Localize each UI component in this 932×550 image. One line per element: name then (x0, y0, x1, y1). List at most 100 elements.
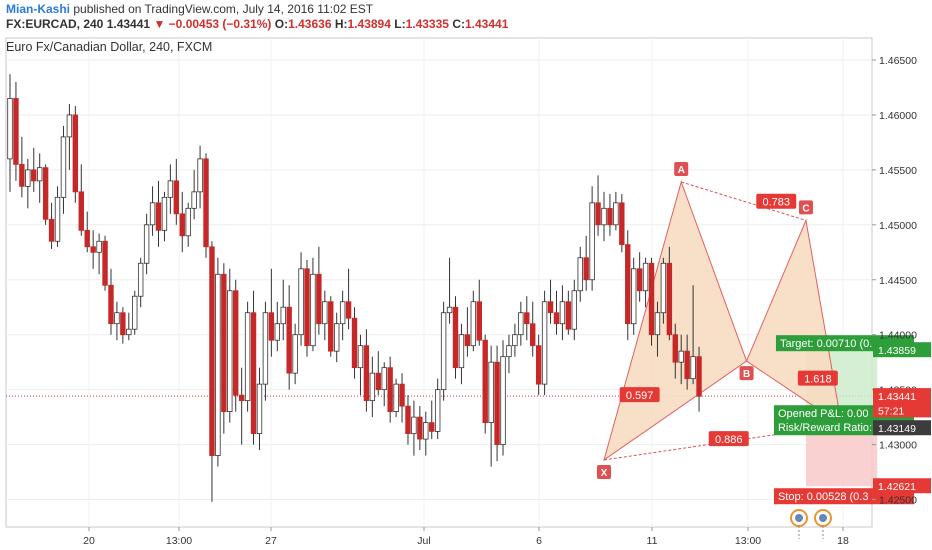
close-value: 1.43441 (464, 17, 509, 31)
candle-up (369, 372, 376, 402)
candle-up (310, 273, 316, 347)
candle-up (274, 323, 280, 341)
y-tick-label: 1.45500 (879, 165, 917, 177)
down-triangle-icon: ▼ (153, 17, 166, 31)
candle-down (90, 246, 96, 253)
rr-label: Risk/Reward Ratio: (778, 422, 872, 434)
candle-up (393, 383, 399, 413)
high-label: H: (334, 17, 348, 31)
ratio-label-box (756, 193, 797, 209)
candle-up (613, 202, 619, 226)
candle-up (541, 301, 548, 385)
point-label-box (674, 161, 689, 176)
candle-up (132, 295, 138, 330)
x-tick-label: 6 (536, 535, 542, 547)
candle-up (339, 301, 346, 325)
x-tick-label: 11 (647, 535, 658, 547)
candle-down (72, 114, 79, 193)
y-tick-label: 1.43000 (879, 440, 917, 452)
pnl-label: Opened P&L: 0.00 (778, 408, 869, 420)
stop-label: Stop: 0.00528 (0.3 (778, 491, 869, 503)
candle-up (434, 389, 441, 432)
ratio-label: 0.886 (715, 434, 743, 446)
bar-countdown-badge: 57:21 (878, 405, 904, 417)
candle-up (322, 301, 328, 325)
y-tick-label: 1.42500 (879, 495, 917, 507)
candle-down (607, 207, 613, 226)
candle-up (227, 290, 233, 413)
point-label-c: C (802, 203, 809, 214)
candle-up (149, 202, 156, 226)
candle-up (589, 202, 595, 281)
candle-down (233, 290, 239, 396)
symbol-label[interactable]: FX:EURCAD, 240 (6, 17, 104, 31)
y-tick-label: 1.46500 (879, 55, 917, 67)
candle-down (565, 301, 572, 330)
candle-up (292, 334, 298, 374)
candle-down (203, 158, 209, 248)
candle-up (37, 167, 43, 182)
candle-down (476, 301, 482, 341)
candle-up (54, 196, 61, 242)
plot-frame (5, 37, 873, 528)
low-label: L: (394, 17, 406, 31)
candle-down (482, 339, 488, 424)
x-tick-label: 27 (265, 535, 277, 547)
candle-up (446, 306, 453, 314)
candle-down (173, 180, 180, 215)
entry-price-badge-box (873, 420, 931, 436)
point-label-a: A (678, 165, 685, 176)
candle-down (625, 244, 631, 325)
candle-down (417, 416, 423, 440)
candle-up (660, 262, 667, 314)
candle-down (19, 163, 25, 187)
candle-down (535, 345, 542, 385)
candle-up (280, 306, 286, 325)
candle-down (250, 312, 257, 434)
candle-up (25, 169, 31, 187)
candle-down (524, 312, 530, 325)
y-tick-label: 1.44000 (879, 330, 917, 342)
x-tick-label: 13:00 (735, 535, 761, 547)
candle-up (298, 268, 304, 336)
y-tick-label: 1.45000 (879, 220, 917, 232)
point-label-box (597, 464, 611, 479)
candle-down (155, 202, 162, 231)
stop-zone (805, 428, 878, 487)
price-chart[interactable]: X A B C 0.597 0.783 1.618 0.886 Target: 0.00710 … (0, 34, 932, 550)
candle-up (244, 312, 251, 402)
ratio-label-box (619, 387, 660, 403)
point-label-b: B (743, 369, 750, 380)
ratio-label-box (797, 370, 838, 386)
candle-down (179, 213, 185, 237)
candle-up (506, 345, 512, 358)
x-tick-label: 20 (83, 535, 95, 547)
candle-down (375, 372, 381, 391)
candle-down (120, 312, 126, 336)
open-value: 1.43636 (288, 17, 332, 31)
candle-up (571, 290, 577, 330)
candle-up (678, 350, 684, 363)
publish-line: Mian-Kashi published on TradingView.com,… (6, 2, 373, 16)
price-axis[interactable]: 1.46500 1.46000 1.45500 1.45000 1.44500 1.440… (872, 55, 931, 507)
candle-up (7, 98, 13, 160)
candlestick-series (7, 74, 702, 502)
candle-up (488, 361, 494, 424)
published-text: published on TradingView.com, July 14, 2… (73, 2, 374, 16)
open-label: O: (274, 17, 289, 31)
candle-up (601, 207, 607, 226)
candle-up (161, 196, 168, 231)
candle-down (363, 345, 370, 402)
candle-up (167, 180, 174, 198)
low-value: 1.43335 (405, 17, 449, 31)
candle-down (595, 202, 601, 226)
candle-down (672, 334, 678, 363)
candle-down (286, 306, 292, 374)
ratio-label: 1.618 (804, 374, 832, 386)
author-link[interactable]: Mian-Kashi (6, 2, 71, 16)
candle-down (696, 356, 702, 397)
x-tick-label: Jul (417, 535, 430, 547)
candle-down (48, 218, 55, 242)
time-axis[interactable]: 20 13:00 27 Jul 6 11 13:00 18 (83, 527, 849, 547)
target-price-badge-box (873, 342, 931, 358)
